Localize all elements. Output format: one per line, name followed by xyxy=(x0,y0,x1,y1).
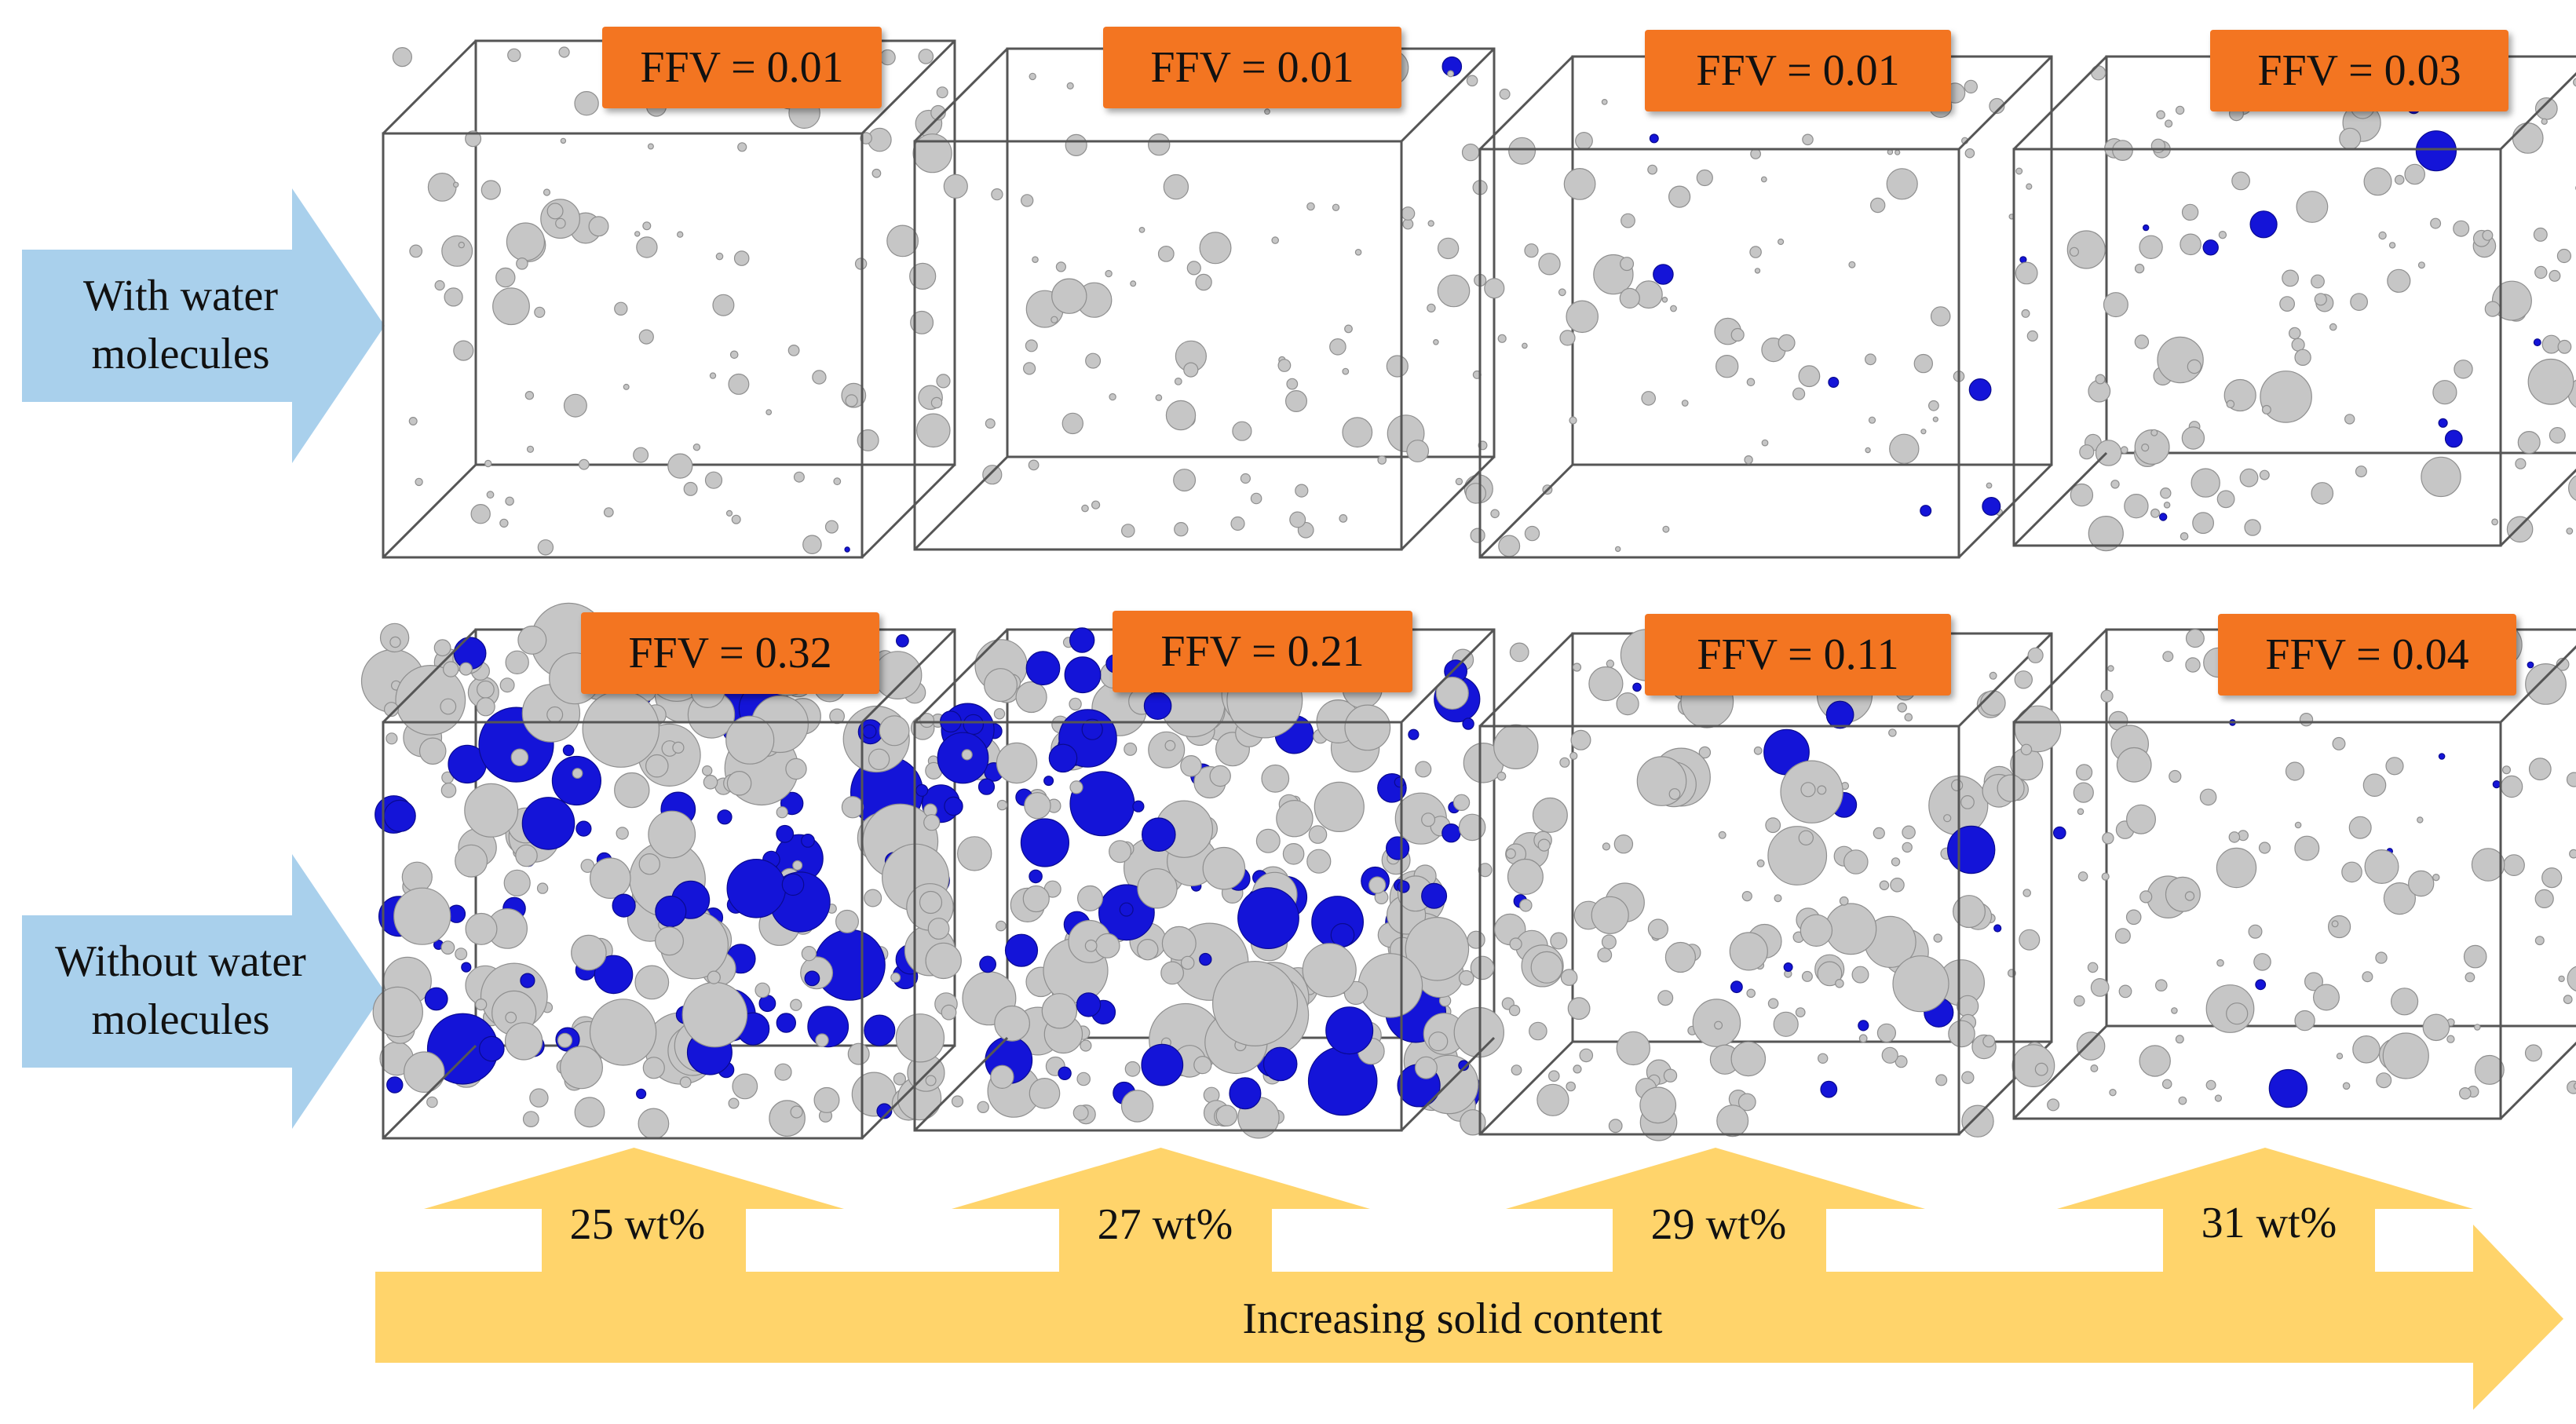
row-label-with-water: With water molecules xyxy=(24,267,338,383)
solid-content-trend-arrow xyxy=(375,1225,2563,1410)
ffv-label-with-water-27: FFV = 0.01 xyxy=(1103,27,1401,108)
row-label-without-water: Without water molecules xyxy=(24,933,338,1049)
ffv-label-without-water-25: FFV = 0.32 xyxy=(581,612,879,694)
solid-content-arrow-31 xyxy=(2057,1148,2473,1272)
solid-content-arrow-29 xyxy=(1506,1148,1925,1272)
simulation-cube-with-water-25 xyxy=(382,39,956,559)
row-arrow-with-water xyxy=(22,188,385,463)
row-arrow-without-water xyxy=(22,854,385,1129)
ffv-label-without-water-31: FFV = 0.04 xyxy=(2218,614,2516,696)
simulation-cube-without-water-27 xyxy=(904,619,1505,1139)
solid-content-arrow-27 xyxy=(952,1148,1370,1272)
solid-content-label-31: 31 wt% xyxy=(2201,1199,2337,1247)
simulation-cube-without-water-29 xyxy=(1478,629,2062,1141)
ffv-label-without-water-29: FFV = 0.11 xyxy=(1645,614,1951,696)
row-label-without-water-line1: Without water xyxy=(55,937,306,986)
solid-content-arrow-25 xyxy=(424,1148,844,1272)
ffv-label-with-water-31: FFV = 0.03 xyxy=(2210,30,2508,111)
ffv-label-with-water-25: FFV = 0.01 xyxy=(602,27,882,108)
solid-content-label-29: 29 wt% xyxy=(1650,1200,1787,1249)
solid-content-label-27: 27 wt% xyxy=(1097,1200,1233,1249)
simulation-cube-with-water-31 xyxy=(2012,55,2576,552)
simulation-cube-with-water-27 xyxy=(912,47,1496,551)
simulation-cube-without-water-31 xyxy=(2011,623,2576,1120)
row-label-without-water-line2: molecules xyxy=(91,995,270,1044)
simulation-cube-with-water-29 xyxy=(1478,55,2053,559)
ffv-label-without-water-27: FFV = 0.21 xyxy=(1113,611,1412,692)
trend-label: Increasing solid content xyxy=(1242,1294,1663,1343)
row-label-with-water-line1: With water xyxy=(82,272,279,320)
row-label-with-water-line2: molecules xyxy=(91,330,270,378)
ffv-label-with-water-29: FFV = 0.01 xyxy=(1645,30,1951,111)
solid-content-label-25: 25 wt% xyxy=(569,1200,706,1249)
